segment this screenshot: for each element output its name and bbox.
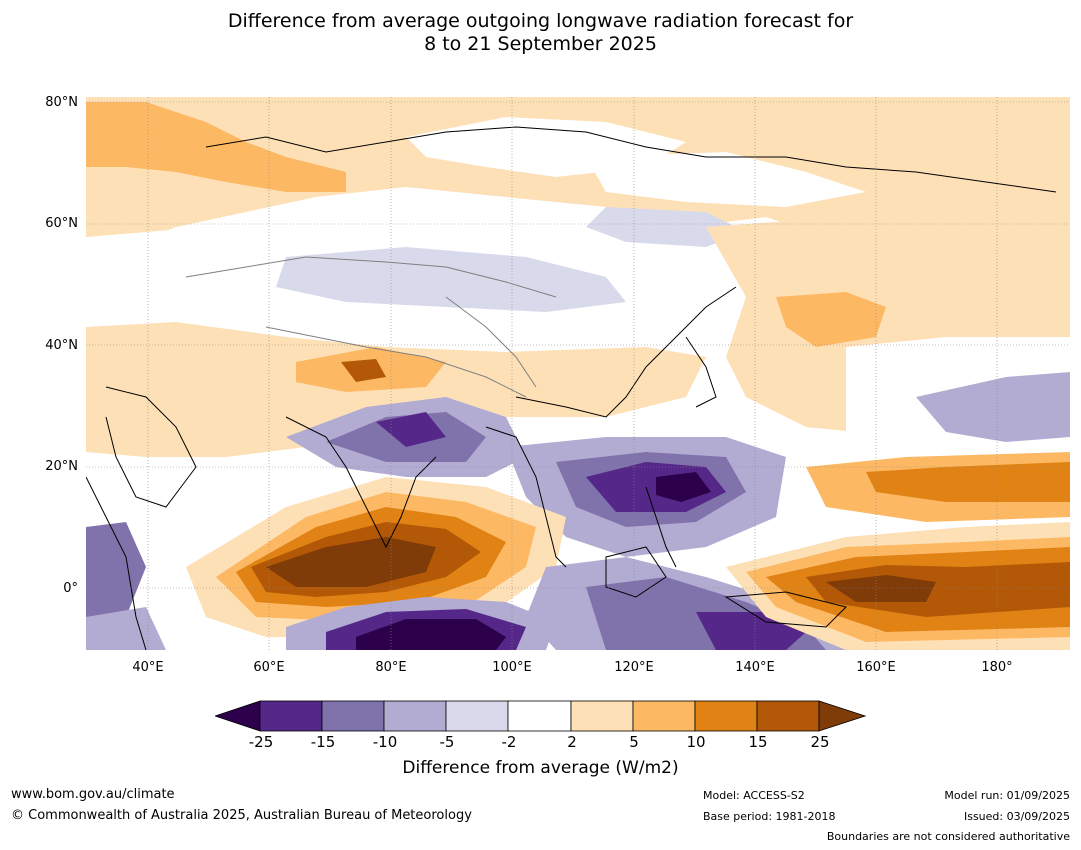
colorbar-swatch-2 bbox=[321, 700, 385, 732]
title-line-2: 8 to 21 September 2025 bbox=[424, 33, 657, 55]
colorbar-arrow-right bbox=[818, 700, 866, 732]
colorbar-tick-m15: -15 bbox=[310, 733, 336, 751]
colorbar-swatch-1 bbox=[259, 700, 323, 732]
lon-label-180: 180° bbox=[981, 660, 1013, 675]
field-west-lavender bbox=[86, 607, 166, 650]
lat-label-80n: 80°N bbox=[45, 95, 78, 110]
colorbar-swatch-4 bbox=[445, 700, 509, 732]
lon-label-140e: 140°E bbox=[735, 660, 775, 675]
field-central-pacific-dark-orange bbox=[866, 462, 1070, 502]
map-panel bbox=[85, 97, 1070, 651]
colorbar-swatch-3 bbox=[383, 700, 447, 732]
coast-se-asia bbox=[485, 426, 567, 568]
colorbar-arrow-left bbox=[215, 700, 261, 732]
lat-label-60n: 60°N bbox=[45, 216, 78, 231]
lat-label-40n: 40°N bbox=[45, 338, 78, 353]
coast-africa bbox=[85, 476, 147, 651]
copyright-text: © Commonwealth of Australia 2025, Austra… bbox=[11, 808, 472, 823]
field-indian-ocean-core bbox=[266, 537, 436, 587]
field-west-orange bbox=[86, 102, 346, 192]
website-link[interactable]: www.bom.gov.au/climate bbox=[11, 787, 175, 802]
colorbar-tick-15: 15 bbox=[748, 733, 768, 751]
coast-eurasia-north bbox=[205, 126, 1057, 193]
boundary-china bbox=[445, 296, 537, 388]
colorbar-tick-2: 2 bbox=[567, 733, 577, 751]
lon-label-160e: 160°E bbox=[856, 660, 896, 675]
coast-arabia bbox=[105, 386, 197, 508]
coast-india bbox=[285, 416, 437, 549]
coast-new-guinea bbox=[724, 591, 847, 628]
issued-text: Issued: 03/09/2025 bbox=[963, 810, 1070, 823]
disclaimer-text: Boundaries are not considered authoritat… bbox=[826, 830, 1070, 843]
coast-china bbox=[515, 286, 737, 418]
colorbar-tick-m10: -10 bbox=[372, 733, 398, 751]
model-text: Model: ACCESS-S2 bbox=[703, 789, 805, 802]
colorbar-tick-m5: -5 bbox=[439, 733, 455, 751]
coastlines bbox=[85, 126, 1057, 651]
coast-philippines bbox=[645, 486, 677, 568]
base-period-text: Base period: 1981-2018 bbox=[703, 810, 836, 823]
field-philippine-sea-core bbox=[656, 472, 711, 502]
field-pacific-orange bbox=[776, 292, 886, 347]
field-west-pacific-core bbox=[826, 575, 936, 602]
graticule bbox=[86, 97, 1070, 650]
field-siberia-white bbox=[586, 152, 866, 207]
lon-label-100e: 100°E bbox=[492, 660, 532, 675]
coast-borneo bbox=[605, 546, 667, 598]
field-pacific-lavender bbox=[916, 372, 1070, 442]
coast-japan bbox=[685, 336, 717, 408]
colorbar-swatch-7 bbox=[632, 700, 696, 732]
field-north-light-orange bbox=[86, 97, 1070, 257]
title-line-1: Difference from average outgoing longwav… bbox=[227, 10, 854, 32]
lon-label-120e: 120°E bbox=[614, 660, 654, 675]
model-run-text: Model run: 01/09/2025 bbox=[944, 789, 1070, 802]
field-central-asia-lavender bbox=[276, 247, 626, 312]
field-south-asia-dark-purple bbox=[376, 412, 446, 447]
field-northeast-lavender bbox=[586, 207, 746, 247]
map-title: Difference from average outgoing longwav… bbox=[0, 10, 1081, 56]
field-west-pacific-brown bbox=[806, 562, 1070, 617]
field-tibet-dark-orange bbox=[341, 359, 386, 382]
anomaly-fields bbox=[86, 97, 1070, 650]
field-middle-east-light-orange bbox=[86, 322, 706, 457]
lon-label-60e: 60°E bbox=[253, 660, 285, 675]
lon-label-80e: 80°E bbox=[375, 660, 407, 675]
lat-label-0: 0° bbox=[63, 581, 78, 596]
colorbar-tick-10: 10 bbox=[686, 733, 706, 751]
colorbar-tick-25: 25 bbox=[810, 733, 830, 751]
lat-label-20n: 20°N bbox=[45, 459, 78, 474]
colorbar-tick-5: 5 bbox=[629, 733, 639, 751]
boundaries bbox=[185, 256, 557, 398]
colorbar-tick-m25: -25 bbox=[248, 733, 274, 751]
colorbar bbox=[215, 700, 866, 732]
colorbar-swatch-9 bbox=[756, 700, 820, 732]
colorbar-swatch-8 bbox=[694, 700, 758, 732]
colorbar-swatch-6 bbox=[570, 700, 634, 732]
boundary-central-asia bbox=[185, 256, 557, 298]
field-south-indian-core bbox=[356, 619, 506, 650]
lon-label-40e: 40°E bbox=[132, 660, 164, 675]
anomaly-map bbox=[85, 97, 1070, 651]
colorbar-tick-m2: -2 bbox=[501, 733, 517, 751]
field-west-purple bbox=[86, 522, 146, 627]
colorbar-swatch-5 bbox=[507, 700, 572, 732]
colorbar-label: Difference from average (W/m2) bbox=[402, 758, 679, 778]
boundary-south-asia bbox=[265, 326, 527, 398]
